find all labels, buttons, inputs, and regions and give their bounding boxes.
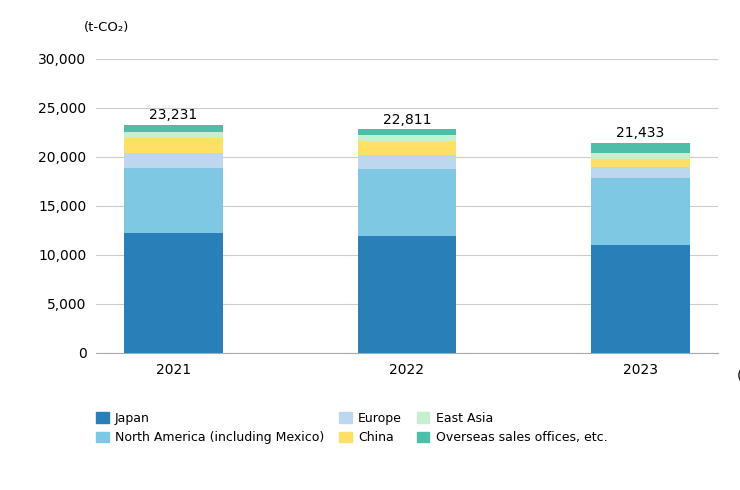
Bar xyxy=(591,178,690,245)
Bar xyxy=(124,132,223,138)
Text: (FY): (FY) xyxy=(736,369,740,383)
Bar xyxy=(591,159,690,167)
Bar xyxy=(124,233,223,353)
Bar xyxy=(358,141,456,155)
Bar xyxy=(591,245,690,353)
Bar xyxy=(591,153,690,159)
Bar xyxy=(591,143,690,153)
Bar xyxy=(124,138,223,153)
Text: 23,231: 23,231 xyxy=(149,108,198,122)
Bar xyxy=(124,168,223,233)
Legend: Japan, North America (including Mexico), Europe, China, East Asia, Overseas sale: Japan, North America (including Mexico),… xyxy=(96,412,608,444)
Bar xyxy=(358,129,456,135)
Bar xyxy=(358,135,456,141)
Text: 21,433: 21,433 xyxy=(616,126,665,140)
Bar xyxy=(124,153,223,168)
Text: 22,811: 22,811 xyxy=(383,113,431,126)
Bar xyxy=(124,125,223,132)
Bar xyxy=(591,167,690,178)
Bar xyxy=(358,155,456,169)
Bar xyxy=(358,236,456,353)
Bar xyxy=(358,169,456,236)
Text: (t-CO₂): (t-CO₂) xyxy=(84,21,130,34)
